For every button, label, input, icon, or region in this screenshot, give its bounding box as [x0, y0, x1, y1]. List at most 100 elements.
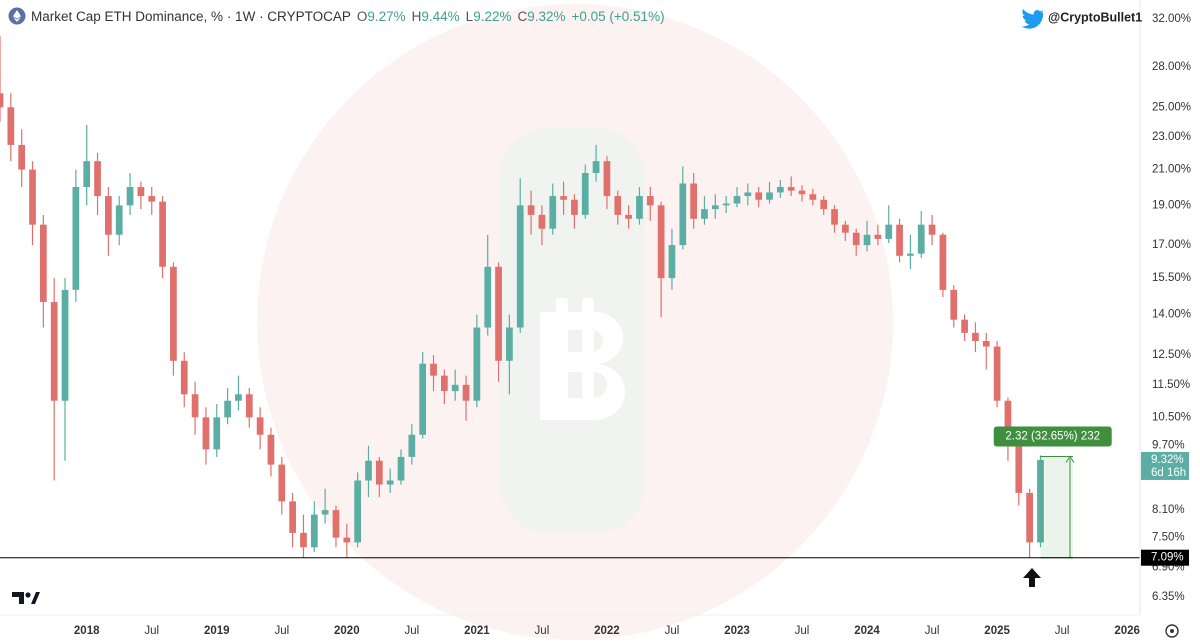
candle-body: [18, 144, 26, 170]
candle-body: [560, 196, 567, 200]
ohlc-key: O: [356, 8, 368, 24]
candle-body: [863, 234, 871, 246]
x-tick-label: Jul: [665, 625, 680, 637]
candle-body: [766, 192, 773, 200]
candle-body: [679, 183, 687, 246]
candle-body: [365, 460, 372, 481]
candle-body: [516, 205, 524, 328]
y-tick-label: 17.00%: [1152, 239, 1191, 251]
candle-body: [614, 196, 622, 215]
candle-body: [50, 301, 58, 401]
candle-body: [289, 501, 296, 533]
candle-body: [852, 232, 860, 246]
countdown-label: 6d 16h: [1151, 467, 1186, 479]
x-tick-label: Jul: [404, 625, 419, 637]
candle-body: [896, 224, 903, 256]
ohlc-key: L: [465, 8, 474, 24]
y-tick-label: 25.00%: [1152, 101, 1191, 113]
candle-body: [354, 480, 362, 543]
candle-body: [798, 190, 806, 195]
candle-body: [657, 205, 665, 279]
price-line-badge: [1141, 549, 1189, 566]
last-price-badge: [1141, 451, 1189, 480]
watermark-bitcoin: [540, 298, 625, 420]
candle-body: [39, 224, 47, 302]
candle-body: [72, 187, 80, 290]
candle-body: [581, 173, 589, 215]
x-tick-label: 2022: [594, 625, 620, 637]
x-tick-label: Jul: [144, 625, 159, 637]
measure-range: [1040, 456, 1073, 558]
candle-body: [1015, 442, 1023, 493]
x-tick-label: Jul: [274, 625, 289, 637]
change: +0.05 (+0.51%): [571, 8, 665, 24]
candle-body: [29, 169, 36, 225]
ohlc-key: H: [411, 8, 422, 24]
y-tick-label: 28.00%: [1152, 61, 1191, 73]
candle-body: [386, 480, 394, 485]
y-tick-label: 11.50%: [1152, 379, 1190, 391]
ohlc-key: C: [517, 8, 528, 24]
candle-body: [375, 460, 383, 485]
candle-body: [1037, 459, 1044, 543]
candle-body: [831, 209, 838, 225]
candle-body: [527, 205, 535, 215]
y-tick-label: 14.00%: [1152, 309, 1191, 321]
candle-body: [245, 394, 253, 418]
candle-body: [625, 214, 632, 219]
chart-header: Market Cap ETH Dominance, % · 1W · CRYPT…: [8, 6, 665, 26]
candle-body: [137, 187, 145, 197]
candle-body: [94, 161, 101, 197]
y-tick-label: 15.50%: [1152, 272, 1191, 284]
candle-body: [0, 93, 4, 108]
candle-body: [495, 266, 502, 361]
ohlc-value: 9.22%: [473, 8, 512, 24]
x-tick-label: 2024: [854, 625, 880, 637]
y-tick-label: 12.50%: [1152, 349, 1191, 361]
candle-body: [397, 456, 405, 481]
candle-body: [332, 510, 340, 538]
x-tick-label: 2025: [984, 625, 1010, 637]
candle-body: [1004, 400, 1012, 443]
candle-body: [473, 327, 481, 401]
candle-body: [1026, 492, 1033, 543]
candle-body: [982, 341, 990, 347]
candles: [0, 36, 1044, 558]
eth-icon: [8, 7, 26, 25]
measure-label: 2.32 (32.65%) 232: [1005, 431, 1100, 443]
candle-body: [842, 224, 849, 233]
candle-body: [408, 434, 416, 457]
candle-body: [917, 224, 925, 254]
candle-body: [83, 161, 91, 188]
candle-body: [820, 199, 828, 210]
candle-body: [419, 363, 427, 435]
candle-body: [885, 224, 893, 239]
candle-body: [7, 107, 15, 145]
candle-body: [571, 199, 578, 215]
settings-icon[interactable]: [1165, 624, 1179, 638]
axes: 32.00% 28.00% 25.00% 23.00% 21.00% 19.00% 17.0…: [74, 13, 1191, 637]
candle-body: [441, 375, 448, 392]
x-tick-label: 2023: [724, 625, 750, 637]
candle-body: [170, 266, 177, 361]
last-price-label: 9.32%: [1151, 454, 1184, 466]
candle-body: [191, 394, 199, 418]
candle-body: [711, 205, 719, 210]
candle-body: [950, 289, 958, 320]
y-tick-label: 7.50%: [1152, 532, 1185, 544]
y-tick-label: 23.00%: [1152, 131, 1191, 143]
y-tick-label: 9.70%: [1152, 440, 1185, 452]
candle-body: [961, 319, 968, 333]
candle-body: [993, 346, 1001, 401]
candle-body: [874, 234, 882, 239]
candle-body: [744, 192, 752, 197]
candle-body: [928, 224, 936, 235]
candle-body: [430, 363, 437, 376]
candle-body: [321, 510, 329, 515]
candle-body: [592, 161, 600, 174]
y-tick-label: 6.35%: [1152, 591, 1185, 603]
x-tick-label: 2019: [204, 625, 230, 637]
ohlc-value: 9.32%: [527, 8, 566, 24]
candle-body: [278, 464, 286, 502]
ohlc-value: 9.44%: [421, 8, 460, 24]
